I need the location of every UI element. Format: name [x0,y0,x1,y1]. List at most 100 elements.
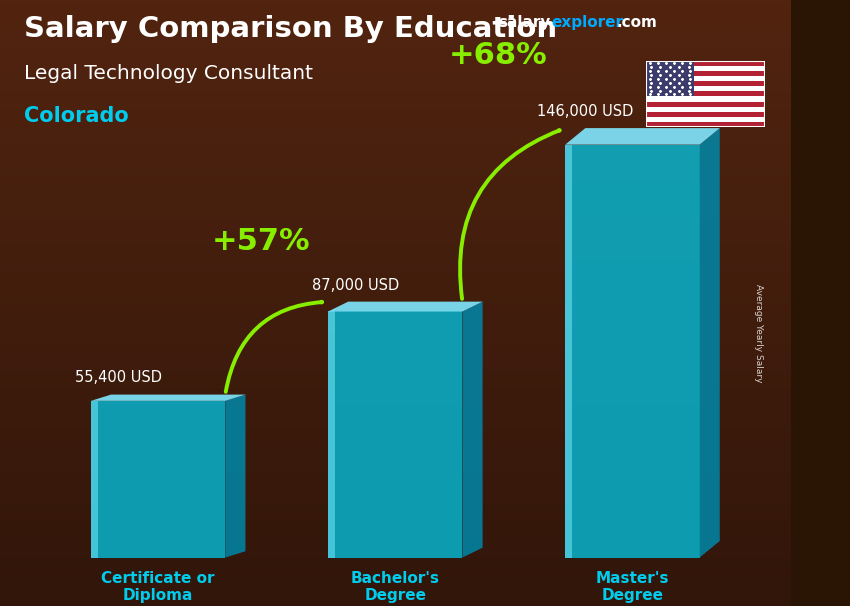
FancyArrowPatch shape [460,130,559,299]
Bar [0,48,790,55]
Bar [0,79,790,85]
Bar [0,291,790,297]
Text: explorer: explorer [552,15,624,30]
Bar [0,164,790,170]
Text: Salary Comparison By Education: Salary Comparison By Education [24,15,557,43]
Bar [0,533,790,539]
Bar [0,242,790,248]
Bar [0,309,790,315]
Bar [0,236,790,242]
Bar [91,401,98,558]
Bar [0,479,790,485]
Text: .com: .com [616,15,657,30]
Bar [0,73,790,79]
Bar [0,327,790,333]
Bar [0,545,790,551]
Text: 146,000 USD: 146,000 USD [537,104,633,119]
Bar [646,92,765,96]
FancyBboxPatch shape [565,145,700,558]
Bar [0,491,790,497]
Bar [0,55,790,61]
Bar [0,285,790,291]
Bar [646,112,765,117]
Text: Colorado: Colorado [24,106,128,126]
Bar [0,261,790,267]
Bar [0,170,790,176]
Bar [0,194,790,200]
Bar [0,551,790,558]
Bar [0,36,790,42]
Polygon shape [225,395,246,558]
Bar [0,42,790,48]
Bar [0,521,790,527]
Bar [0,182,790,188]
Bar [646,76,765,81]
Bar [0,461,790,467]
Polygon shape [700,128,720,558]
Bar [0,485,790,491]
Bar [646,65,765,71]
Bar [0,152,790,158]
Bar [0,315,790,321]
Bar [0,351,790,358]
Bar [0,0,790,6]
Bar [0,248,790,255]
FancyArrowPatch shape [226,302,322,392]
Bar [646,61,765,65]
Bar [0,473,790,479]
Bar [0,200,790,206]
Polygon shape [91,395,246,401]
Bar [0,103,790,109]
Bar [646,71,765,76]
Bar [646,81,765,86]
Bar [0,576,790,582]
Bar [0,436,790,442]
Bar [0,539,790,545]
Bar [0,454,790,461]
Bar [0,400,790,406]
Bar [0,370,790,376]
Bar [0,442,790,448]
Bar [0,582,790,588]
Bar [0,594,790,600]
Bar [0,188,790,194]
Bar [646,61,694,96]
Bar [0,91,790,97]
Bar [0,515,790,521]
Bar [0,497,790,503]
Bar [0,224,790,230]
Bar [0,364,790,370]
Text: Legal Technology Consultant: Legal Technology Consultant [24,64,313,82]
Bar [0,564,790,570]
Bar [0,139,790,145]
FancyBboxPatch shape [91,401,225,558]
Bar [0,255,790,261]
Text: salary: salary [498,15,551,30]
Bar [0,388,790,394]
Bar [0,273,790,279]
Bar [0,24,790,30]
Text: 55,400 USD: 55,400 USD [75,370,162,385]
Bar [0,412,790,418]
Text: Bachelor's
Degree: Bachelor's Degree [351,571,439,603]
Bar [0,600,790,606]
Bar [0,30,790,36]
Bar [646,102,765,107]
Bar [0,358,790,364]
Bar [0,570,790,576]
Bar [0,6,790,12]
Bar [0,297,790,303]
Bar [0,176,790,182]
Bar [646,117,765,122]
Bar [0,376,790,382]
Bar [0,97,790,103]
Bar [0,127,790,133]
Text: Certificate or
Diploma: Certificate or Diploma [101,571,215,603]
Bar [0,109,790,115]
Bar [0,12,790,18]
Bar [0,418,790,424]
Bar [0,67,790,73]
Bar [0,303,790,309]
Bar [0,267,790,273]
Polygon shape [328,302,483,311]
